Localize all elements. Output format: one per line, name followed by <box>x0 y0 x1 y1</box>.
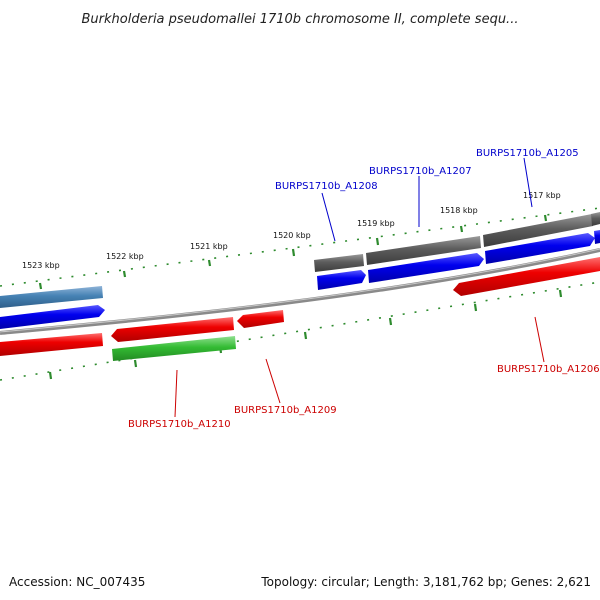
gene-label-a1210[interactable]: BURPS1710b_A1210 <box>128 419 231 430</box>
scale-label: 1520 kbp <box>273 231 311 240</box>
forward-cds-track <box>0 230 600 329</box>
label-leaders <box>174 157 545 418</box>
gene-label-a1205[interactable]: BURPS1710b_A1205 <box>476 148 579 159</box>
scale-label: 1518 kbp <box>440 206 478 215</box>
gene-block[interactable] <box>314 254 364 272</box>
cds-arrow[interactable] <box>453 257 600 296</box>
cds-arrow[interactable] <box>0 305 105 329</box>
gene-track <box>0 212 600 308</box>
cds-arrow[interactable] <box>237 310 284 328</box>
gene-labels: BURPS1710b_A1205 BURPS1710b_A1207 BURPS1… <box>128 148 600 430</box>
scale-label: 1521 kbp <box>190 242 228 251</box>
scale-label: 1517 kbp <box>523 191 561 200</box>
gene-label-a1209[interactable]: BURPS1710b_A1209 <box>234 405 337 416</box>
cds-arrow[interactable] <box>317 270 366 290</box>
map-title: Burkholderia pseudomallei 1710b chromoso… <box>82 12 519 27</box>
genome-backbone <box>0 248 600 335</box>
gene-block[interactable] <box>591 212 600 226</box>
cds-arrow[interactable] <box>111 317 234 342</box>
cds-arrow[interactable] <box>0 333 103 356</box>
scale-tick-row <box>0 207 600 290</box>
reverse-cds-track <box>0 257 600 356</box>
scale-label: 1522 kbp <box>106 252 144 261</box>
topology-summary: Topology: circular; Length: 3,181,762 bp… <box>260 575 591 589</box>
scale-labels: 1523 kbp 1522 kbp 1521 kbp 1520 kbp 1519… <box>22 191 561 270</box>
gene-label-a1206[interactable]: BURPS1710b_A1206 <box>497 364 600 375</box>
gene-label-a1207[interactable]: BURPS1710b_A1207 <box>369 166 472 177</box>
gene-block[interactable] <box>483 214 593 247</box>
gene-label-a1208[interactable]: BURPS1710b_A1208 <box>275 181 378 192</box>
accession-text: Accession: NC_007435 <box>9 575 145 589</box>
gene-block[interactable] <box>366 236 481 265</box>
rna-feature[interactable] <box>112 336 236 361</box>
cds-arrow[interactable] <box>594 230 600 244</box>
gene-block[interactable] <box>0 286 103 308</box>
cds-arrow[interactable] <box>485 233 595 264</box>
cds-arrow[interactable] <box>368 253 484 283</box>
scale-label: 1523 kbp <box>22 261 60 270</box>
scale-label: 1519 kbp <box>357 219 395 228</box>
